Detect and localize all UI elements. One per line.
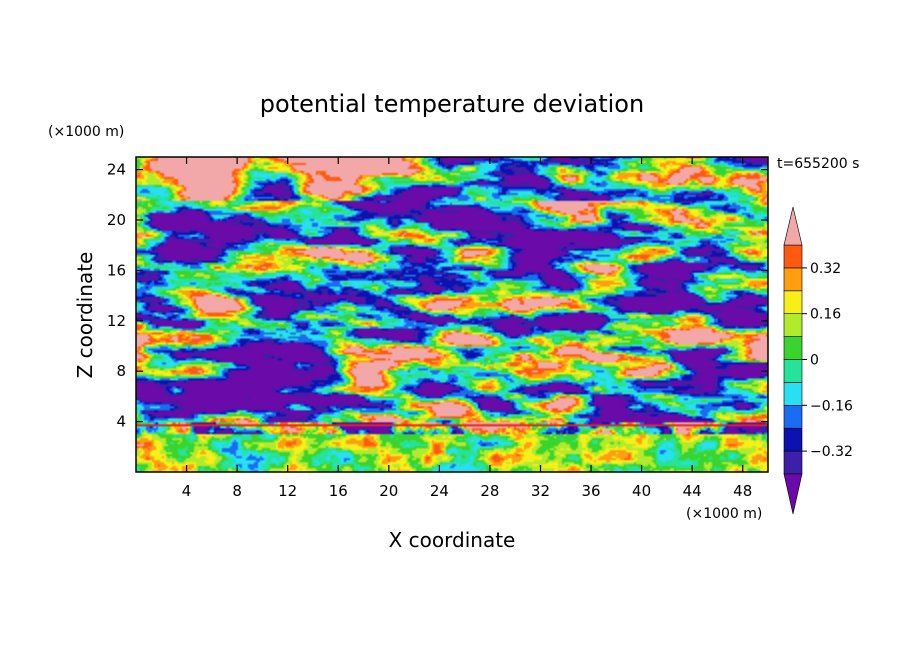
x-tick-label: 32: [531, 482, 550, 500]
colorbar-label: 0: [810, 353, 819, 369]
y-axis: 4 8 12 16 20 24: [107, 161, 768, 431]
colorbar-segment: [783, 359, 803, 383]
x-tick-label: 44: [683, 482, 702, 500]
z-unit-label: (×1000 m): [48, 124, 124, 140]
colorbar-segment: [783, 290, 803, 314]
colorbar-segment: [783, 404, 803, 429]
x-axis: 4 8 12 16 20 24 28 32 36 40 44 48: [182, 157, 752, 500]
x-tick-label: 40: [632, 482, 651, 500]
x-tick-label: 28: [480, 482, 499, 500]
colorbar-extend-bottom: [783, 473, 803, 515]
colorbar-label: −0.16: [810, 398, 853, 414]
y-axis-label: Z coordinate: [73, 252, 97, 379]
colorbar-segment: [783, 382, 803, 406]
y-tick-label: 20: [107, 211, 126, 229]
x-tick-label: 24: [430, 482, 449, 500]
colorbar-label: 0.16: [810, 307, 841, 323]
time-label: t=655200 s: [777, 156, 859, 172]
colorbar-segment: [783, 244, 803, 269]
colorbar-segment: [783, 450, 803, 475]
colorbar-segment: [783, 336, 803, 360]
x-tick-label: 16: [329, 482, 348, 500]
y-tick-label: 8: [116, 362, 126, 380]
y-tick-label: 12: [107, 312, 126, 330]
colorbar-label: −0.32: [810, 444, 853, 460]
y-tick-label: 16: [107, 261, 126, 279]
x-tick-label: 48: [733, 482, 752, 500]
x-tick-label: 4: [182, 482, 192, 500]
colorbar-extend-top: [783, 206, 803, 246]
contour-fill: [136, 157, 768, 472]
y-tick-label: 24: [107, 161, 126, 179]
x-tick-label: 36: [581, 482, 600, 500]
temperature-field: [136, 157, 768, 472]
x-axis-label: X coordinate: [389, 528, 516, 552]
y-tick-label: 4: [116, 413, 126, 431]
colorbar: 0.32 0.16 0 −0.16 −0.32: [783, 206, 853, 515]
x-tick-label: 12: [278, 482, 297, 500]
colorbar-segment: [783, 313, 803, 337]
x-tick-label: 8: [232, 482, 242, 500]
x-tick-label: 20: [379, 482, 398, 500]
chart-title: potential temperature deviation: [260, 90, 644, 118]
plot-frame: [135, 156, 769, 473]
x-unit-label: (×1000 m): [686, 506, 762, 522]
colorbar-label: 0.32: [810, 261, 841, 277]
colorbar-segment: [783, 427, 803, 452]
colorbar-segment: [783, 267, 803, 292]
